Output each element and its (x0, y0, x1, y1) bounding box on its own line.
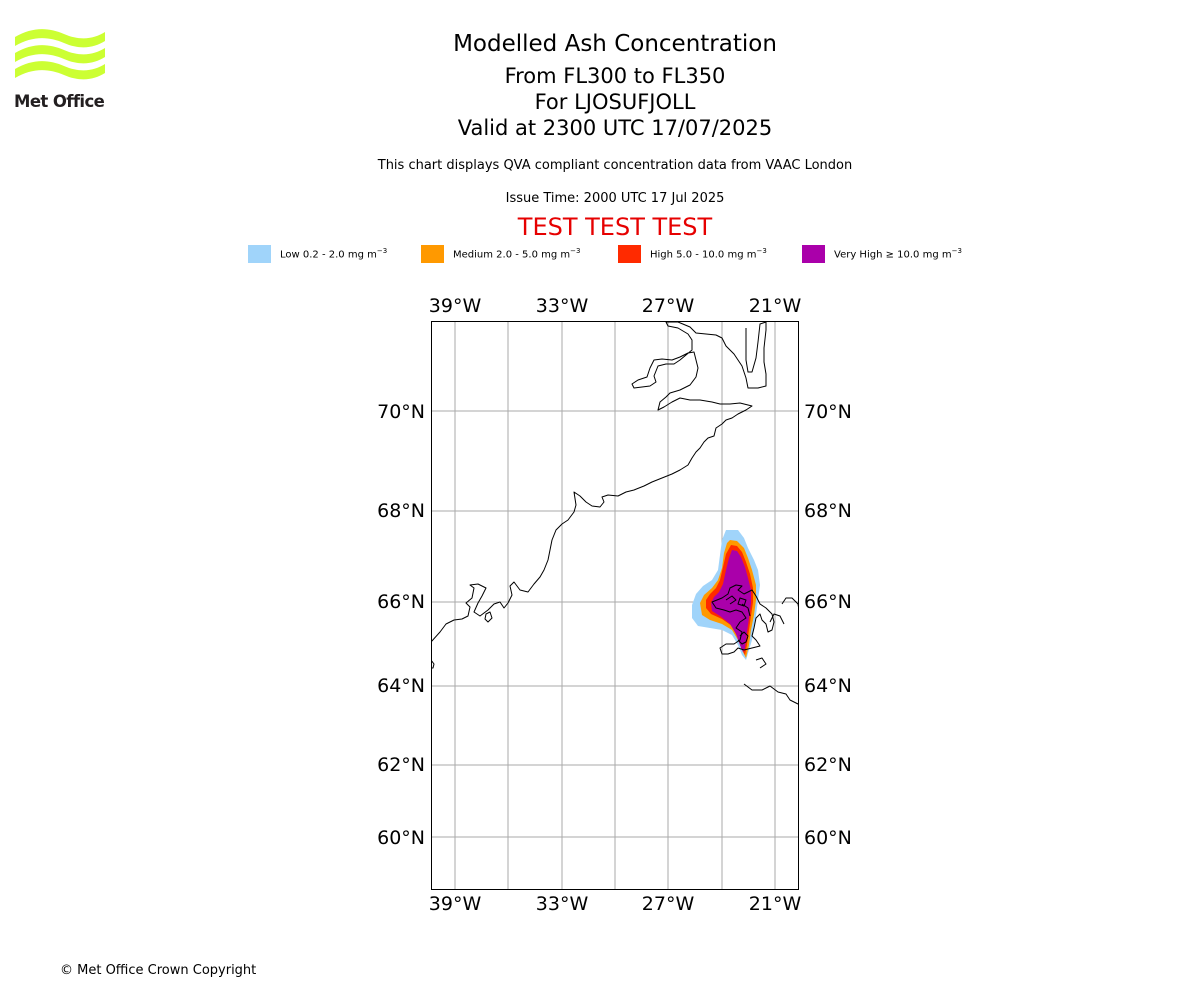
iceland-east-shore (769, 613, 785, 625)
lon-label-bottom: 39°W (429, 893, 482, 915)
legend-swatch-medium (421, 245, 444, 263)
lon-label-top: 21°W (749, 295, 802, 317)
lon-labels-bottom: 39°W 33°W 27°W 21°W (429, 893, 802, 915)
lat-label-left: 62°N (377, 754, 425, 776)
lon-label-bottom: 33°W (536, 893, 589, 915)
lat-label-right: 60°N (804, 827, 852, 849)
logo-waves (15, 29, 105, 80)
flight-level-range: From FL300 to FL350 (504, 64, 726, 88)
volcano-name: For LJOSUFJOLL (534, 90, 696, 114)
lat-label-left: 70°N (377, 401, 425, 423)
legend-item-very-high: Very High ≥ 10.0 mg m−3 (802, 244, 962, 264)
lat-label-left: 68°N (377, 500, 425, 522)
greenland-coastline (431, 321, 767, 643)
lat-label-left: 60°N (377, 827, 425, 849)
legend-swatch-low (248, 245, 271, 263)
logo-text: Met Office (14, 92, 105, 111)
test-banner: TEST TEST TEST (517, 213, 713, 241)
legend-label-very-high: Very High ≥ 10.0 mg m−3 (834, 247, 962, 261)
legend-label-medium: Medium 2.0 - 5.0 mg m−3 (453, 247, 581, 261)
lat-label-right: 64°N (804, 675, 852, 697)
iceland-fjords (725, 595, 751, 617)
iceland-south-coast (743, 657, 799, 705)
legend-swatch-high (618, 245, 641, 263)
lat-label-right: 68°N (804, 500, 852, 522)
met-office-logo: Met Office (14, 28, 110, 114)
valid-time: Valid at 2300 UTC 17/07/2025 (457, 116, 773, 140)
lon-label-top: 27°W (642, 295, 695, 317)
lat-label-left: 64°N (377, 675, 425, 697)
iceland-east-inlet (781, 597, 799, 611)
legend-item-low: Low 0.2 - 2.0 mg m−3 (248, 244, 387, 264)
concentration-legend: Low 0.2 - 2.0 mg m−3 Medium 2.0 - 5.0 mg… (0, 244, 1200, 264)
legend-item-high: High 5.0 - 10.0 mg m−3 (618, 244, 767, 264)
lon-labels-top: 39°W 33°W 27°W 21°W (429, 295, 802, 317)
chart-title: Modelled Ash Concentration (453, 31, 777, 57)
legend-label-high: High 5.0 - 10.0 mg m−3 (650, 247, 767, 261)
greenland-island (484, 611, 493, 623)
chart-description: This chart displays QVA compliant concen… (377, 158, 853, 173)
lon-label-top: 33°W (536, 295, 589, 317)
iceland-coastline (711, 584, 775, 655)
lat-label-left: 66°N (377, 591, 425, 613)
lat-label-right: 62°N (804, 754, 852, 776)
issue-time: Issue Time: 2000 UTC 17 Jul 2025 (505, 191, 725, 206)
legend-label-low: Low 0.2 - 2.0 mg m−3 (280, 247, 388, 261)
lat-labels-right: 70°N 68°N 66°N 64°N 62°N 60°N (804, 401, 852, 849)
lat-labels-left: 70°N 68°N 66°N 64°N 62°N 60°N (377, 401, 425, 849)
lon-label-top: 39°W (429, 295, 482, 317)
legend-swatch-very-high (802, 245, 825, 263)
map-frame (431, 321, 799, 890)
lat-label-right: 70°N (804, 401, 852, 423)
legend-item-medium: Medium 2.0 - 5.0 mg m−3 (421, 244, 580, 264)
ash-very-high-region (711, 550, 751, 652)
copyright-notice: © Met Office Crown Copyright (60, 963, 257, 978)
iceland-fjords-south (737, 631, 749, 645)
lon-label-bottom: 27°W (642, 893, 695, 915)
met-office-wave-icon (15, 29, 105, 80)
lat-label-right: 66°N (804, 591, 852, 613)
lon-label-bottom: 21°W (749, 893, 802, 915)
